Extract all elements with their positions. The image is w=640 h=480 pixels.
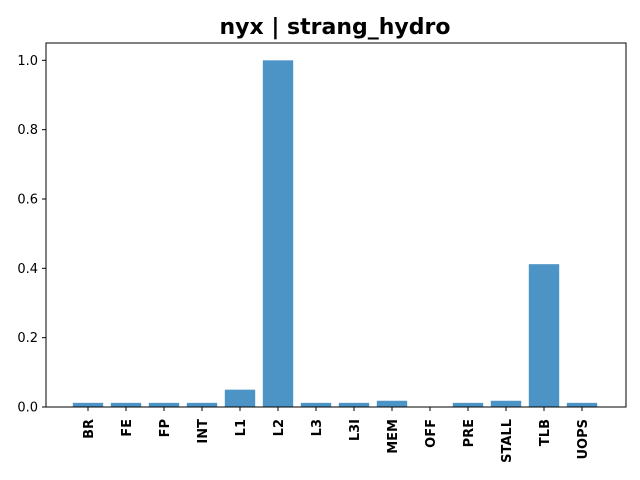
chart-title: nyx | strang_hydro (220, 15, 451, 40)
x-tick-label: STALL (500, 419, 515, 463)
bar-l1 (224, 389, 256, 407)
y-tick-label: 0.2 (17, 331, 38, 346)
x-tick-label: FE (120, 419, 135, 437)
x-tick-label: INT (196, 419, 211, 444)
bar-br (72, 402, 104, 407)
bar-l3i (338, 402, 370, 407)
y-tick-label: 0.0 (17, 401, 38, 416)
x-tick-label: L1 (234, 419, 249, 436)
y-tick-label: 0.8 (17, 123, 38, 138)
x-axis: BR FE FP INT L1 L2 L3 L3I MEM OFF PRE STALL TLB UOPS (82, 407, 591, 463)
plot-frame (45, 42, 627, 408)
bar-mem (376, 400, 408, 407)
y-axis: 0.0 0.2 0.4 0.6 0.8 1.0 (17, 54, 46, 416)
x-tick-label: UOPS (576, 419, 591, 460)
x-tick-label: BR (82, 419, 97, 439)
x-tick-label: L3I (348, 419, 363, 441)
y-tick-label: 0.4 (17, 262, 38, 277)
bar-fp (148, 402, 180, 407)
x-tick-label: MEM (386, 419, 401, 454)
bar-tlb (528, 264, 560, 407)
bar-l2 (262, 60, 294, 407)
y-tick-label: 1.0 (17, 54, 38, 69)
y-tick-label: 0.6 (17, 193, 38, 208)
x-tick-label: TLB (538, 419, 553, 446)
bar-l3 (300, 402, 332, 407)
x-tick-label: OFF (424, 419, 439, 448)
x-tick-label: PRE (462, 419, 477, 447)
bar-pre (452, 402, 484, 407)
bars-group (72, 60, 598, 407)
x-tick-label: FP (158, 419, 173, 437)
bar-stall (490, 400, 522, 407)
bar-fe (110, 402, 142, 407)
x-tick-label: L2 (272, 419, 287, 436)
bar-int (186, 402, 218, 407)
x-tick-label: L3 (310, 419, 325, 436)
bar-uops (566, 402, 598, 407)
